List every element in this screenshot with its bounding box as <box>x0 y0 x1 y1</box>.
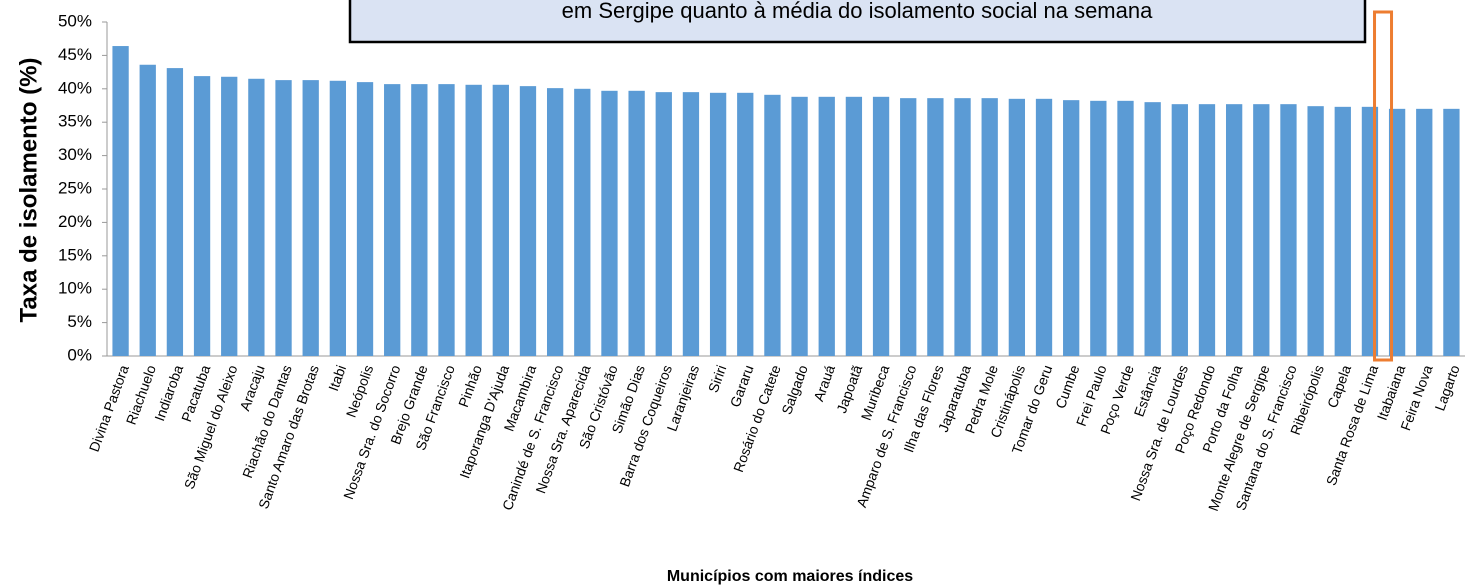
x-tick-label: Arauá <box>810 363 838 404</box>
bar <box>818 96 835 356</box>
bar <box>791 96 808 356</box>
bar <box>166 68 184 356</box>
bar <box>112 46 129 356</box>
x-tick-label: Capela <box>1324 363 1354 410</box>
bar <box>329 80 347 356</box>
bar <box>221 76 238 356</box>
bar <box>682 92 700 356</box>
highlight-box <box>1373 10 1394 362</box>
y-tick-label: 5% <box>67 312 92 331</box>
bar <box>546 88 564 356</box>
bar <box>764 94 781 356</box>
x-tick-label: Cumbe <box>1052 363 1083 411</box>
bar <box>1334 106 1351 356</box>
bar <box>900 98 917 356</box>
bar <box>574 88 591 357</box>
chart-title: em Sergipe quanto à média do isolamento … <box>562 0 1153 23</box>
bar <box>1307 106 1324 356</box>
bar <box>872 96 890 356</box>
bar <box>438 84 455 357</box>
bar <box>1253 104 1270 356</box>
bar <box>411 84 428 357</box>
y-tick-label: 20% <box>58 212 92 231</box>
bar <box>981 98 998 356</box>
y-tick-label: 30% <box>58 145 92 164</box>
x-axis-title: Municípios com maiores índices <box>667 568 913 585</box>
bar <box>709 92 727 357</box>
bar <box>655 92 672 356</box>
x-tick-label: Divina Pastora <box>86 363 132 454</box>
bar <box>737 92 754 357</box>
y-tick-label: 15% <box>58 245 92 264</box>
bar <box>1090 100 1107 356</box>
bar <box>384 84 401 357</box>
bar <box>1280 104 1297 356</box>
bar <box>356 82 374 357</box>
bar <box>1416 108 1433 356</box>
x-tick-label: Siriri <box>705 363 730 395</box>
bar <box>1008 98 1026 356</box>
bar <box>275 80 292 356</box>
bar <box>954 98 971 356</box>
bar <box>1198 104 1216 356</box>
bar <box>845 96 863 356</box>
bar <box>601 90 618 356</box>
bar <box>1171 104 1188 356</box>
bar <box>248 78 265 356</box>
bar <box>519 86 537 357</box>
bar <box>1063 100 1080 356</box>
y-tick-label: 25% <box>58 178 92 197</box>
x-tick-label: Salgado <box>778 363 811 417</box>
y-tick-label: 0% <box>67 345 92 364</box>
y-tick-label: 50% <box>58 11 92 30</box>
bar <box>1144 102 1161 356</box>
y-tick-label: 35% <box>58 112 92 131</box>
bar <box>492 84 509 357</box>
bar <box>1388 108 1406 356</box>
x-tick-label: Pinhão <box>455 363 485 410</box>
title-box <box>348 0 1367 44</box>
bar <box>302 80 319 356</box>
x-tick-label: Lagarto <box>1431 363 1462 413</box>
y-axis-title: Taxa de isolamento (%) <box>15 58 42 323</box>
x-tick-label: Gararu <box>727 363 757 409</box>
x-tick-label: São Miguel do Aleixo <box>181 363 241 492</box>
bar <box>1443 108 1460 356</box>
bar <box>465 84 482 357</box>
x-tick-label: Itabi <box>325 363 349 393</box>
x-tick-label: Aracaju <box>236 363 267 413</box>
bar <box>628 90 645 356</box>
y-tick-label: 10% <box>58 279 92 298</box>
y-tick-label: 45% <box>58 45 92 64</box>
bar <box>193 76 211 356</box>
y-tick-label: 40% <box>58 78 92 97</box>
bar <box>1117 100 1134 356</box>
bar <box>1225 104 1243 356</box>
bar <box>139 64 156 356</box>
bar <box>1035 98 1053 356</box>
bar <box>927 98 944 356</box>
